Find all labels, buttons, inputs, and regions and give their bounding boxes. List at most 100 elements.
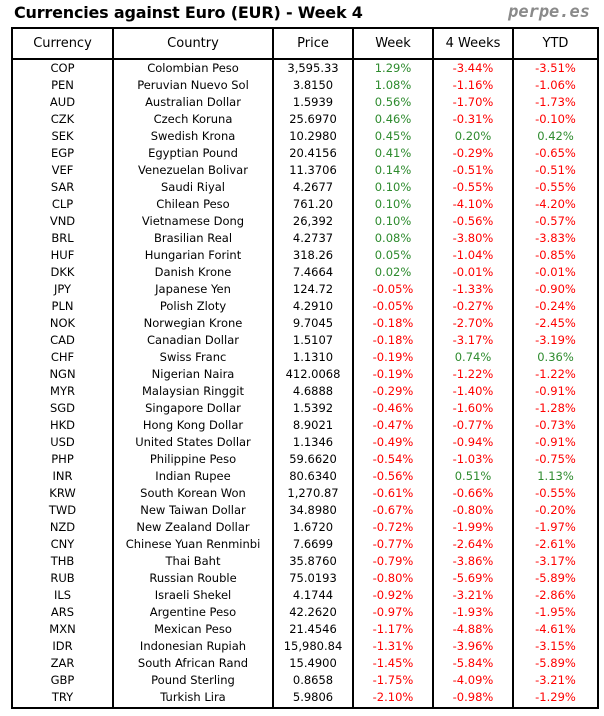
price-cell: 1.5939 <box>292 95 334 109</box>
table-row: VEF Venezuelan Bolivar 11.3706 0.14% -0.51% -… <box>13 162 597 179</box>
price-cell: 3,595.33 <box>287 61 339 75</box>
ytd-change-cell: -4.61% <box>535 622 576 636</box>
ytd-change-cell: -0.85% <box>535 248 576 262</box>
ytd-change-cell: -3.19% <box>535 333 576 347</box>
four-weeks-change-cell: -1.60% <box>452 401 494 415</box>
four-weeks-change-cell: -0.01% <box>452 265 494 279</box>
ytd-change-cell: -0.51% <box>535 163 576 177</box>
column-divider <box>352 29 354 707</box>
currency-code-cell: PLN <box>51 299 74 313</box>
price-cell: 75.0193 <box>289 571 337 585</box>
week-change-cell: 0.56% <box>374 95 412 109</box>
week-change-cell: -0.19% <box>372 350 414 364</box>
price-cell: 761.20 <box>292 197 334 211</box>
price-cell: 9.7045 <box>292 316 334 330</box>
currency-code-cell: MYR <box>50 384 75 398</box>
ytd-change-cell: -0.91% <box>535 384 576 398</box>
country-name-cell: New Taiwan Dollar <box>140 503 246 517</box>
week-change-cell: 1.29% <box>374 61 412 75</box>
table-row: VND Vietnamese Dong 26,392 0.10% -0.56% -0.57… <box>13 213 597 230</box>
ytd-change-cell: -2.45% <box>535 316 576 330</box>
country-name-cell: Singapore Dollar <box>145 401 241 415</box>
currency-code-cell: TRY <box>51 690 74 704</box>
country-name-cell: United States Dollar <box>135 435 251 449</box>
currency-code-cell: SAR <box>50 180 75 194</box>
table-row: MYR Malaysian Ringgit 4.6888 -0.29% -1.40% -0… <box>13 383 597 400</box>
table-row: NZD New Zealand Dollar 1.6720 -0.72% -1.99% -… <box>13 519 597 536</box>
four-weeks-change-cell: -0.98% <box>452 690 494 704</box>
currency-table: Currency Country Price Week 4 Weeks YTD … <box>11 27 599 709</box>
price-cell: 412.0068 <box>285 367 341 381</box>
week-change-cell: -2.10% <box>372 690 414 704</box>
currency-code-cell: CAD <box>50 333 75 347</box>
week-change-cell: 0.14% <box>374 163 412 177</box>
currency-code-cell: NOK <box>49 316 76 330</box>
ytd-change-cell: -1.28% <box>535 401 576 415</box>
ytd-change-cell: -1.97% <box>535 520 576 534</box>
table-body: COP Colombian Peso 3,595.33 1.29% -3.44% -3.5… <box>13 60 597 706</box>
table-row: HUF Hungarian Forint 318.26 0.05% -1.04% -0.8… <box>13 247 597 264</box>
currency-code-cell: HUF <box>50 248 75 262</box>
four-weeks-change-cell: -1.04% <box>452 248 494 262</box>
week-change-cell: -0.67% <box>372 503 414 517</box>
currency-code-cell: DKK <box>50 265 75 279</box>
table-row: EGP Egyptian Pound 20.4156 0.41% -0.29% -0.65… <box>13 145 597 162</box>
four-weeks-change-cell: -0.80% <box>452 503 494 517</box>
four-weeks-change-cell: -4.10% <box>452 197 494 211</box>
column-divider <box>512 29 514 707</box>
price-cell: 15.4900 <box>289 656 337 670</box>
price-cell: 4.6888 <box>292 384 334 398</box>
header-week: Week <box>375 36 411 51</box>
country-name-cell: Saudi Riyal <box>160 180 226 194</box>
ytd-change-cell: -3.51% <box>535 61 576 75</box>
four-weeks-change-cell: -3.44% <box>452 61 494 75</box>
table-row: CZK Czech Koruna 25.6970 0.46% -0.31% -0.10% <box>13 111 597 128</box>
currency-code-cell: AUD <box>49 95 76 109</box>
ytd-change-cell: -1.22% <box>535 367 576 381</box>
four-weeks-change-cell: -2.70% <box>452 316 494 330</box>
ytd-change-cell: -0.91% <box>535 435 576 449</box>
currency-code-cell: SEK <box>51 129 74 143</box>
table-row: TWD New Taiwan Dollar 34.8980 -0.67% -0.80% -… <box>13 502 597 519</box>
currency-code-cell: BRL <box>51 231 74 245</box>
four-weeks-change-cell: -0.31% <box>452 112 494 126</box>
ytd-change-cell: -3.17% <box>535 554 576 568</box>
ytd-change-cell: -3.15% <box>535 639 576 653</box>
four-weeks-change-cell: -1.22% <box>452 367 494 381</box>
country-name-cell: Chilean Peso <box>156 197 230 211</box>
country-name-cell: Thai Baht <box>165 554 221 568</box>
brand-logo: perpe.es <box>508 2 590 22</box>
table-row: BRL Brasilian Real 4.2737 0.08% -3.80% -3.83% <box>13 230 597 247</box>
price-cell: 1.6720 <box>292 520 334 534</box>
week-change-cell: -0.19% <box>372 367 414 381</box>
price-cell: 26,392 <box>292 214 334 228</box>
table-row: SAR Saudi Riyal 4.2677 0.10% -0.55% -0.55% <box>13 179 597 196</box>
price-cell: 1,270.87 <box>287 486 339 500</box>
currency-code-cell: EGP <box>50 146 75 160</box>
table-row: IDR Indonesian Rupiah 15,980.84 -1.31% -3.96… <box>13 638 597 655</box>
four-weeks-change-cell: 0.51% <box>454 469 492 483</box>
price-cell: 1.1310 <box>292 350 334 364</box>
ytd-change-cell: -0.24% <box>535 299 576 313</box>
week-change-cell: -1.31% <box>372 639 414 653</box>
header-4-weeks: 4 Weeks <box>445 36 501 51</box>
ytd-change-cell: -0.20% <box>535 503 576 517</box>
currency-code-cell: THB <box>50 554 75 568</box>
currency-code-cell: CNY <box>50 537 75 551</box>
header-country: Country <box>167 36 219 51</box>
currency-code-cell: CZK <box>50 112 75 126</box>
four-weeks-change-cell: -0.77% <box>452 418 494 432</box>
week-change-cell: 0.41% <box>374 146 412 160</box>
table-row: RUB Russian Rouble 75.0193 -0.80% -5.69% -5.8… <box>13 570 597 587</box>
four-weeks-change-cell: -4.09% <box>452 673 494 687</box>
table-row: PLN Polish Zloty 4.2910 -0.05% -0.27% -0.24% <box>13 298 597 315</box>
country-name-cell: New Zealand Dollar <box>136 520 250 534</box>
week-change-cell: -0.54% <box>372 452 414 466</box>
country-name-cell: Nigerian Naira <box>151 367 235 381</box>
country-name-cell: Venezuelan Bolivar <box>138 163 248 177</box>
country-name-cell: Philippine Peso <box>149 452 237 466</box>
price-cell: 1.5392 <box>292 401 334 415</box>
four-weeks-change-cell: -3.86% <box>452 554 494 568</box>
ytd-change-cell: -0.55% <box>535 180 576 194</box>
four-weeks-change-cell: -0.29% <box>452 146 494 160</box>
